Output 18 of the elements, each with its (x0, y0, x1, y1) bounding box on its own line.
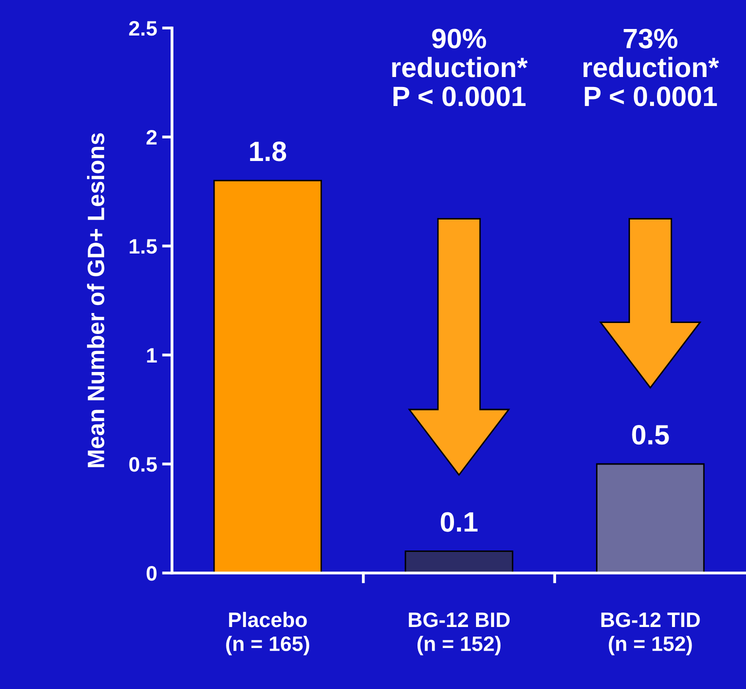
x-tick-label: BG-12 BID (n = 152) (408, 612, 510, 656)
bar (404, 550, 514, 573)
x-tick-label: Placebo (n = 165) (226, 612, 310, 656)
y-tick-label: 2.5 (129, 21, 157, 36)
annotation: 73% reduction* P < 0.0001 (583, 28, 719, 106)
data-label: 0.1 (440, 512, 478, 532)
y-tick-label: 1 (147, 348, 157, 363)
y-axis-title: Mean Number of GD+ Lesions (87, 133, 104, 468)
annotation: 90% reduction* P < 0.0001 (392, 28, 528, 106)
bar (213, 180, 322, 573)
y-tick-label: 0.5 (129, 457, 157, 472)
y-tick-label: 1.5 (130, 239, 157, 254)
y-tick-label: 2 (146, 130, 157, 145)
x-tick-label: BG-12 TID (n = 152) (601, 612, 700, 656)
y-tick-label: 0 (146, 566, 157, 581)
data-label: 0.5 (632, 424, 669, 445)
data-label: 1.8 (250, 142, 286, 162)
bar (596, 463, 705, 573)
